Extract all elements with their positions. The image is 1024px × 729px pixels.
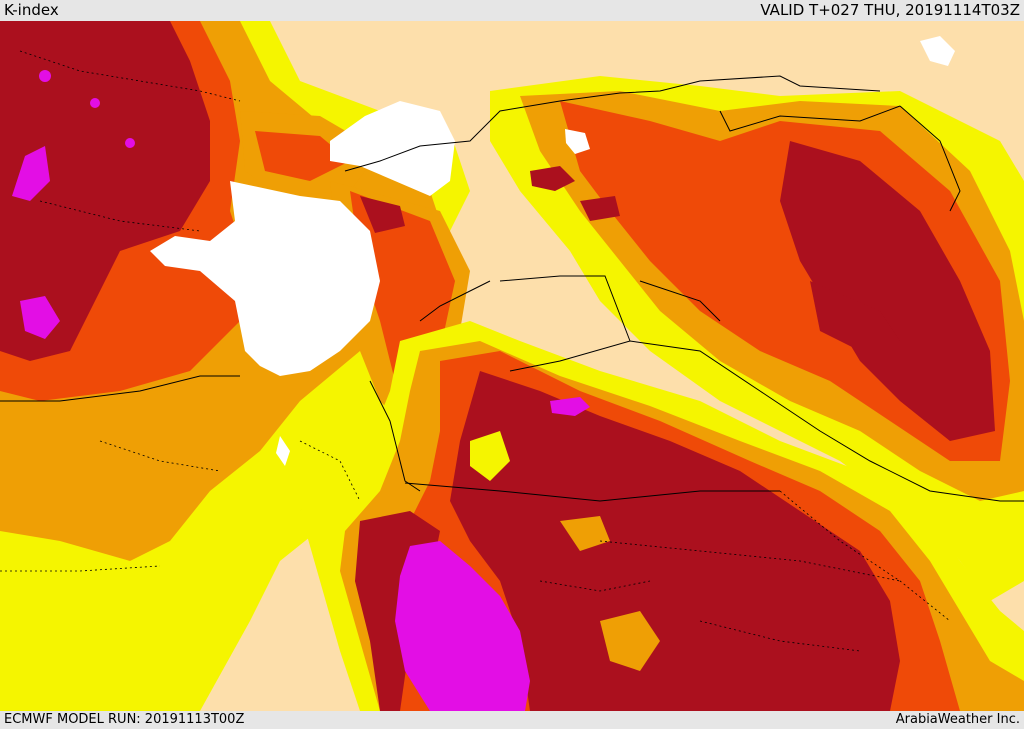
zone-very-high-east-4 [580, 196, 620, 221]
zone-very-high-east-3 [530, 166, 575, 191]
sea-red-gulf [276, 436, 290, 466]
zone-extreme-west-5 [125, 138, 135, 148]
lake-2 [565, 129, 590, 154]
header-bar: K-index VALID T+027 THU, 20191114T03Z [0, 0, 1024, 21]
zone-moderate-arabia-pocket [560, 516, 610, 551]
zone-very-high-east [780, 141, 995, 441]
model-run: ECMWF MODEL RUN: 20191113T00Z [4, 712, 245, 727]
zone-extreme-west-3 [39, 70, 51, 82]
zone-very-high-west [0, 21, 210, 361]
footer-bar: ECMWF MODEL RUN: 20191113T00Z ArabiaWeat… [0, 711, 1024, 729]
zone-extreme-redsea [395, 541, 530, 711]
k-index-map [0, 21, 1024, 711]
zone-extreme-jordan [550, 397, 590, 416]
zone-extreme-west-2 [20, 296, 60, 339]
sea-black [330, 101, 455, 196]
zone-moderate-arabia-pocket-2 [600, 611, 660, 671]
sea-mediterranean [150, 181, 380, 376]
zone-low-arabia-pocket [470, 431, 510, 481]
valid-time: VALID T+027 THU, 20191114T03Z [760, 1, 1020, 19]
lake-1 [920, 36, 955, 66]
zone-very-high-levant [360, 196, 405, 233]
zone-very-high-east-2 [810, 281, 900, 351]
zone-very-high-arabia [450, 371, 900, 711]
map-title: K-index [4, 1, 59, 19]
zone-high-anatolia [255, 131, 350, 181]
credit: ArabiaWeather Inc. [895, 712, 1020, 727]
province-borders [0, 50, 951, 652]
country-borders [0, 75, 1024, 502]
zone-extreme-west-4 [90, 98, 100, 108]
zone-extreme-west-1 [12, 146, 50, 201]
